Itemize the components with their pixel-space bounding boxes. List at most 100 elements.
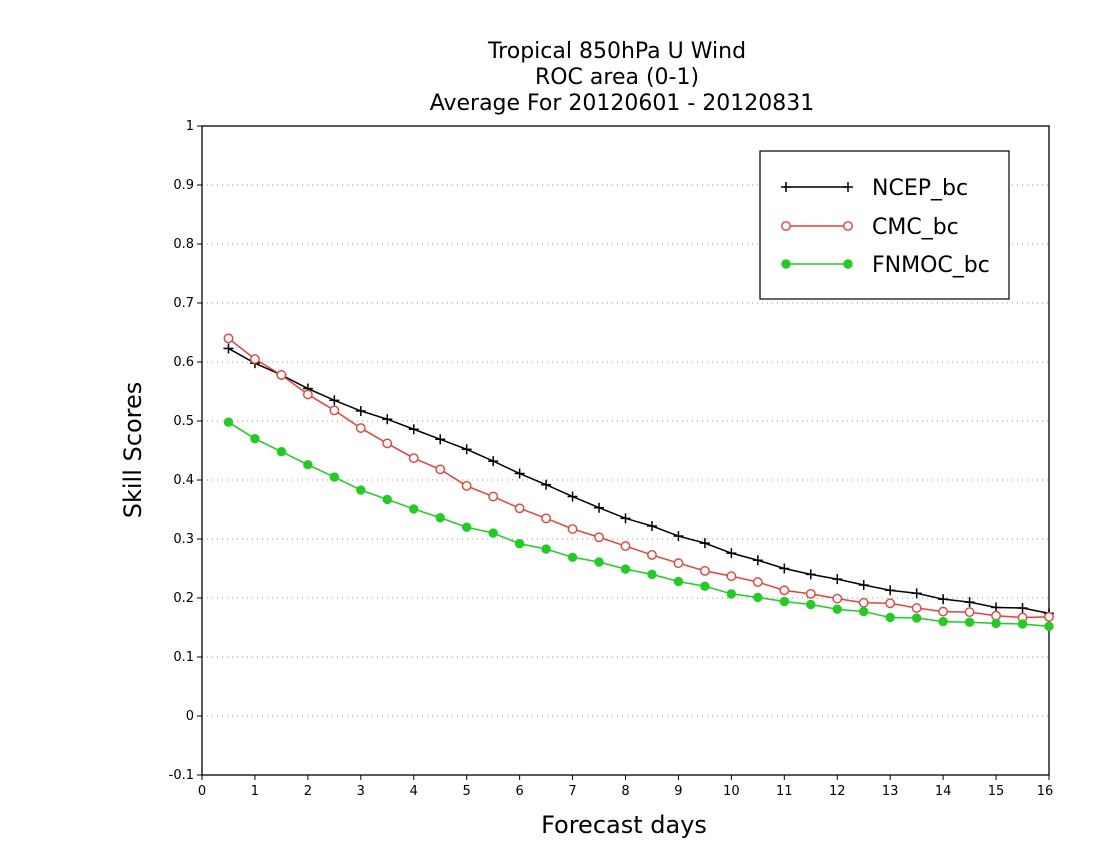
data-point-NCEP_bc	[805, 569, 816, 580]
x-tick-label: 10	[723, 784, 740, 799]
data-point-FNMOC_bc	[859, 606, 869, 617]
y-tick-label: 0.6	[173, 355, 194, 370]
chart-title-line-1: Tropical 850hPa U Wind	[487, 39, 746, 64]
x-tick-label: 0	[198, 784, 206, 799]
x-tick-label: 6	[515, 784, 523, 799]
data-point-FNMOC_bc	[488, 528, 498, 538]
x-tick-label: 2	[304, 784, 312, 799]
data-point-CMC_bc	[647, 550, 657, 560]
x-tick-label: 5	[463, 784, 471, 799]
data-point-FNMOC_bc	[1017, 619, 1028, 629]
data-point-NCEP_bc	[382, 414, 393, 425]
legend-entry-FNMOC_bc: FNMOC_bc	[781, 253, 990, 278]
data-point-FNMOC_bc	[726, 589, 737, 599]
data-point-CMC_bc	[250, 354, 260, 364]
data-point-FNMOC_bc	[832, 604, 842, 614]
legend-marker-start	[781, 221, 791, 231]
data-point-CMC_bc	[594, 532, 604, 543]
x-tick-label: 7	[568, 784, 576, 799]
data-point-CMC_bc	[726, 571, 737, 582]
data-point-NCEP_bc	[646, 521, 657, 532]
data-point-CMC_bc	[805, 588, 816, 599]
y-tick-label: 0.7	[173, 296, 194, 311]
data-point-NCEP_bc	[832, 574, 843, 585]
data-point-NCEP_bc	[435, 434, 446, 445]
data-point-NCEP_bc	[911, 588, 922, 599]
data-point-CMC_bc	[673, 558, 684, 569]
series-FNMOC_bc	[223, 417, 1054, 632]
data-point-CMC_bc	[620, 541, 631, 551]
data-point-FNMOC_bc	[356, 485, 366, 495]
data-point-NCEP_bc	[488, 456, 499, 467]
series-NCEP_bc	[223, 343, 1054, 619]
data-point-FNMOC_bc	[991, 618, 1001, 629]
data-point-NCEP_bc	[752, 555, 763, 566]
legend: NCEP_bc CMC_bc FNMOC_bc	[759, 150, 1010, 300]
data-point-CMC_bc	[885, 598, 896, 609]
data-point-FNMOC_bc	[382, 494, 392, 505]
x-tick-label: 8	[621, 784, 629, 799]
data-point-CMC_bc	[832, 593, 843, 604]
legend-entry-NCEP_bc: NCEP_bc	[781, 176, 968, 201]
x-tick-label: 13	[882, 784, 899, 799]
legend-label: NCEP_bc	[872, 176, 968, 201]
data-point-CMC_bc	[276, 370, 287, 380]
y-tick-label: 0.4	[173, 473, 194, 488]
data-point-CMC_bc	[302, 389, 313, 400]
data-point-CMC_bc	[488, 491, 499, 502]
data-point-CMC_bc	[461, 480, 472, 491]
legend-box	[759, 150, 1010, 300]
y-tick-label: 0.3	[173, 532, 194, 547]
data-point-NCEP_bc	[541, 479, 552, 490]
data-point-FNMOC_bc	[594, 557, 604, 567]
data-point-FNMOC_bc	[461, 522, 472, 532]
data-point-FNMOC_bc	[250, 434, 260, 444]
data-point-NCEP_bc	[355, 405, 366, 416]
data-point-FNMOC_bc	[964, 617, 975, 627]
data-point-FNMOC_bc	[567, 552, 578, 562]
x-tick-label: 12	[829, 784, 846, 799]
data-point-CMC_bc	[382, 438, 393, 449]
data-point-CMC_bc	[514, 503, 525, 514]
x-tick-label: 4	[410, 784, 418, 799]
data-point-FNMOC_bc	[753, 592, 763, 603]
data-point-NCEP_bc	[938, 594, 949, 605]
data-point-FNMOC_bc	[435, 513, 445, 523]
data-point-CMC_bc	[700, 565, 710, 576]
x-tick-label: 11	[776, 784, 793, 799]
data-point-NCEP_bc	[991, 602, 1002, 613]
data-point-NCEP_bc	[858, 580, 869, 591]
chart-title-line-3: Average For 20120601 - 20120831	[430, 91, 815, 116]
data-point-CMC_bc	[435, 464, 446, 475]
y-tick-label: 0.8	[173, 237, 194, 252]
legend-marker-start	[781, 259, 791, 269]
y-axis-label: Skill Scores	[119, 382, 147, 519]
data-point-CMC_bc	[991, 610, 1001, 621]
data-point-FNMOC_bc	[806, 599, 816, 610]
data-point-CMC_bc	[779, 585, 790, 596]
data-point-NCEP_bc	[1017, 603, 1028, 614]
y-tick-label: 0.9	[173, 178, 194, 193]
data-point-FNMOC_bc	[541, 544, 551, 554]
x-tick-label: 1	[251, 784, 259, 799]
legend-entries: NCEP_bc CMC_bc FNMOC_bc	[781, 176, 990, 278]
y-tick-label: -0.1	[169, 768, 194, 783]
data-point-NCEP_bc	[514, 468, 525, 479]
legend-entry-CMC_bc: CMC_bc	[781, 215, 959, 240]
data-point-FNMOC_bc	[276, 446, 287, 457]
data-point-CMC_bc	[858, 597, 869, 608]
series-line-NCEP_bc	[228, 347, 1050, 615]
data-point-CMC_bc	[355, 423, 366, 433]
data-point-CMC_bc	[408, 453, 419, 464]
data-point-FNMOC_bc	[329, 472, 340, 482]
legend-marker-end	[843, 221, 853, 231]
data-point-CMC_bc	[752, 577, 763, 587]
axis-ticks: -0.100.10.20.30.40.50.60.70.80.910 1 2 3 4 5 6…	[169, 119, 1054, 799]
data-point-NCEP_bc	[408, 424, 419, 435]
data-point-NCEP_bc	[329, 395, 340, 406]
data-point-NCEP_bc	[594, 502, 605, 513]
data-point-FNMOC_bc	[779, 596, 790, 607]
data-point-FNMOC_bc	[647, 569, 657, 580]
data-point-FNMOC_bc	[223, 417, 234, 427]
chart-title-line-2: ROC area (0-1)	[535, 65, 699, 90]
